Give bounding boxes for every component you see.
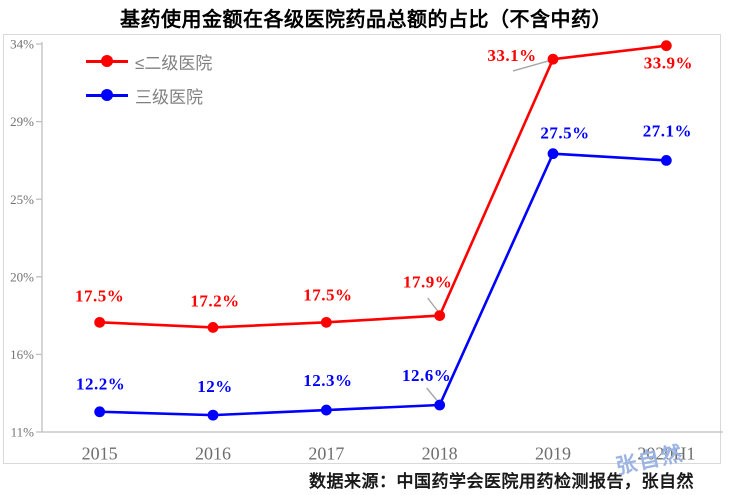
x-axis-label: 2018 <box>422 443 458 463</box>
x-axis-label: 2019 <box>535 443 571 463</box>
legend-item-level3-hospital: 三级医院 <box>86 78 212 112</box>
series-line-0 <box>99 44 667 329</box>
x-axis-label: 2015 <box>82 443 118 463</box>
data-point <box>660 40 672 52</box>
data-point <box>320 316 332 328</box>
x-axis-label: 2020H1 <box>637 443 695 463</box>
chart-title: 基药使用金额在各级医院药品总额的占比（不含中药） <box>120 9 612 31</box>
data-label-leader-line <box>426 387 438 401</box>
y-axis-tick-label: 29% <box>10 114 34 129</box>
data-point <box>94 406 106 418</box>
data-label: 12.2% <box>76 375 125 394</box>
legend-label: ≤二级医院 <box>135 53 213 73</box>
data-label: 12% <box>197 377 233 396</box>
data-label-leader-line <box>512 60 549 72</box>
y-axis-tick-label: 20% <box>10 269 34 284</box>
legend-label: 三级医院 <box>135 87 203 107</box>
data-point <box>434 399 446 411</box>
data-label: 17.2% <box>190 291 239 310</box>
legend-item-below-level2-hospital: ≤二级医院 <box>86 44 212 78</box>
data-point <box>547 148 559 160</box>
x-axis-label: 2017 <box>308 443 344 463</box>
data-label: 17.5% <box>303 285 352 304</box>
series-line-1 <box>99 152 667 417</box>
data-label: 27.5% <box>540 124 589 143</box>
data-source-note: 数据来源：中国药学会医院用药检测报告，张自然 <box>309 472 694 491</box>
data-label: 33.1% <box>487 46 536 65</box>
data-label: 12.6% <box>402 366 451 385</box>
y-axis-tick-label: 11% <box>11 425 35 440</box>
data-point <box>207 322 219 333</box>
data-label: 33.9% <box>644 54 693 73</box>
y-axis-tick-label: 16% <box>10 347 34 362</box>
chart-frame <box>3 34 721 464</box>
data-label: 17.9% <box>403 273 452 292</box>
data-point <box>434 310 446 321</box>
data-point <box>660 155 672 166</box>
legend: ≤二级医院 三级医院 <box>86 44 212 112</box>
y-axis-tick-label: 25% <box>10 192 34 207</box>
legend-red-line-marker-icon <box>86 55 128 67</box>
data-label-leader-line <box>427 297 439 312</box>
data-label: 27.1% <box>643 121 692 140</box>
data-point <box>547 53 559 65</box>
data-point <box>207 409 219 421</box>
legend-blue-line-marker-icon <box>86 89 128 101</box>
data-point <box>94 316 106 328</box>
data-label: 17.5% <box>75 286 124 305</box>
x-axis-label: 2016 <box>195 443 231 463</box>
data-label: 12.3% <box>303 371 352 390</box>
data-point <box>320 404 332 416</box>
y-axis-tick-label: 34% <box>10 37 34 52</box>
